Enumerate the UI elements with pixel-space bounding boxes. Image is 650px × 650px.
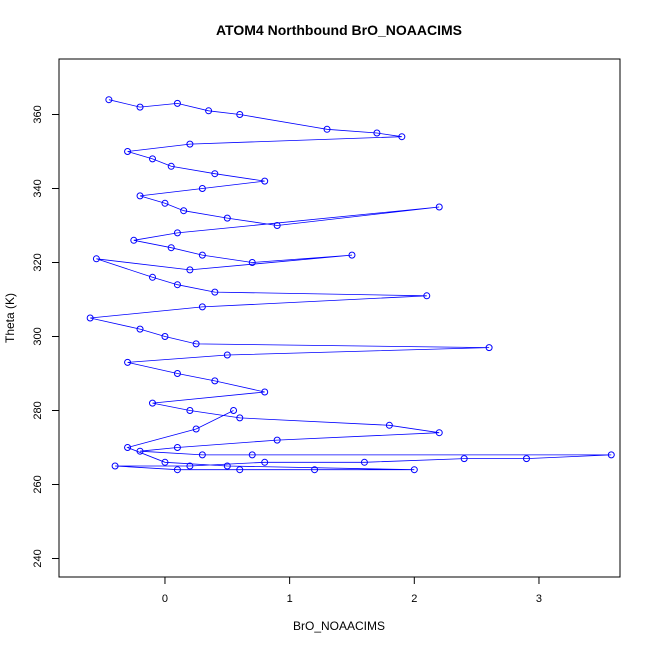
data-point bbox=[607, 451, 615, 459]
data-point bbox=[373, 129, 381, 137]
data-point bbox=[198, 303, 206, 311]
data-point bbox=[124, 358, 132, 366]
data-point bbox=[223, 214, 231, 222]
data-point bbox=[348, 251, 356, 259]
data-point bbox=[223, 462, 231, 470]
data-point bbox=[149, 399, 156, 407]
x-axis-label: BrO_NOAACIMS bbox=[293, 619, 385, 633]
data-point bbox=[435, 203, 443, 211]
data-point bbox=[198, 451, 206, 459]
series-line bbox=[90, 99, 612, 471]
y-tick-label: 360 bbox=[32, 105, 44, 123]
data-point bbox=[173, 229, 181, 237]
x-tick-label: 3 bbox=[536, 593, 542, 605]
data-point bbox=[198, 251, 206, 259]
y-tick-label: 240 bbox=[32, 549, 44, 567]
y-tick-label: 320 bbox=[32, 253, 44, 271]
series-layer bbox=[86, 96, 615, 474]
data-point bbox=[236, 466, 244, 474]
data-point bbox=[167, 162, 175, 170]
y-tick-label: 280 bbox=[32, 401, 44, 419]
data-point bbox=[124, 444, 132, 451]
data-point bbox=[435, 429, 443, 437]
data-point bbox=[149, 155, 156, 163]
y-axis: 240 260 280 300 320 340 360 bbox=[32, 105, 60, 568]
data-point bbox=[198, 185, 206, 192]
data-point bbox=[523, 455, 530, 463]
data-point bbox=[211, 377, 219, 385]
data-point bbox=[136, 103, 144, 111]
data-point bbox=[205, 107, 213, 115]
y-tick-label: 260 bbox=[32, 475, 44, 493]
data-point bbox=[136, 325, 144, 333]
x-axis: 0 1 2 3 bbox=[162, 576, 542, 605]
data-point bbox=[261, 458, 269, 466]
data-point bbox=[211, 170, 219, 178]
data-point bbox=[186, 140, 194, 148]
data-point bbox=[180, 207, 188, 215]
data-point bbox=[261, 177, 269, 185]
x-tick-label: 1 bbox=[287, 593, 293, 605]
data-point bbox=[161, 199, 169, 207]
data-point bbox=[86, 314, 94, 322]
data-point bbox=[173, 370, 181, 377]
data-point bbox=[192, 340, 200, 348]
data-point bbox=[186, 407, 194, 414]
data-point bbox=[230, 407, 238, 414]
data-point bbox=[186, 266, 194, 274]
data-point bbox=[173, 281, 181, 289]
data-point bbox=[92, 255, 100, 263]
data-point bbox=[485, 344, 493, 352]
data-point bbox=[360, 458, 368, 466]
data-point bbox=[236, 414, 244, 422]
data-point bbox=[149, 273, 156, 281]
data-point bbox=[111, 462, 119, 470]
data-point bbox=[211, 288, 219, 296]
data-point bbox=[161, 458, 169, 466]
data-point bbox=[124, 148, 132, 155]
data-point bbox=[385, 421, 393, 429]
data-point bbox=[130, 236, 138, 244]
data-point bbox=[186, 462, 194, 470]
data-point bbox=[161, 333, 169, 340]
data-point bbox=[223, 351, 231, 359]
data-point bbox=[248, 259, 256, 266]
data-point bbox=[423, 292, 431, 300]
data-point bbox=[105, 96, 113, 104]
x-tick-label: 0 bbox=[162, 593, 168, 605]
data-point bbox=[173, 444, 181, 451]
y-axis-label: Theta (K) bbox=[3, 293, 17, 343]
data-point bbox=[173, 466, 181, 474]
x-tick-label: 2 bbox=[411, 593, 417, 605]
data-point bbox=[236, 111, 244, 118]
data-point bbox=[136, 192, 144, 200]
chart-title: ATOM4 Northbound BrO_NOAACIMS bbox=[216, 22, 462, 38]
data-point bbox=[261, 388, 269, 396]
data-point bbox=[192, 425, 200, 433]
data-point bbox=[173, 99, 181, 107]
data-point bbox=[410, 466, 418, 474]
data-point bbox=[311, 466, 319, 474]
data-point bbox=[460, 455, 468, 463]
data-point bbox=[398, 133, 406, 141]
data-point bbox=[167, 244, 175, 252]
data-point bbox=[273, 436, 281, 444]
data-point bbox=[248, 451, 256, 459]
y-tick-label: 340 bbox=[32, 179, 44, 197]
data-point bbox=[136, 447, 144, 455]
data-point bbox=[323, 125, 331, 133]
data-point bbox=[273, 222, 281, 229]
y-tick-label: 300 bbox=[32, 327, 44, 345]
